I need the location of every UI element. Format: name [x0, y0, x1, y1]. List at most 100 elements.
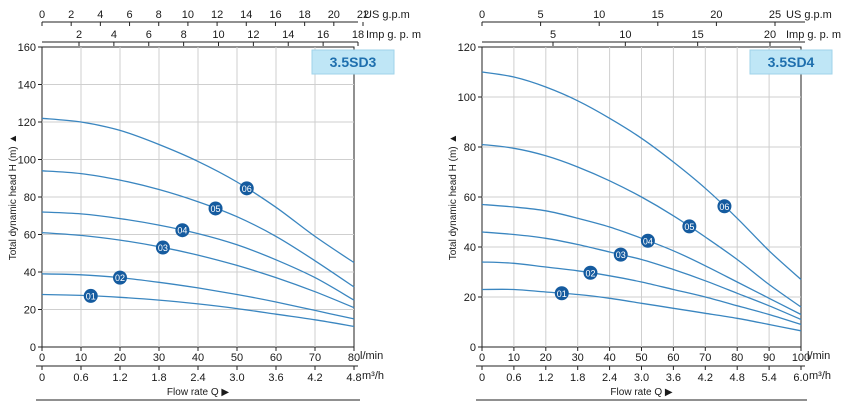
x-tick-label-m3h: 4.2 — [698, 372, 713, 384]
x-tick-label-m3h: 1.2 — [112, 372, 127, 384]
top-us-unit-label: US g.p.m — [786, 9, 832, 21]
series-line-04 — [41, 211, 355, 301]
series-label-03: 03 — [616, 250, 626, 260]
x-tick-label-lmin: 0 — [479, 352, 485, 364]
series-marker-02 — [113, 270, 127, 285]
top-imp-tick-label: 20 — [764, 29, 776, 41]
top-imp-tick-label: 16 — [317, 29, 329, 41]
series-marker-05 — [208, 201, 223, 216]
y-tick-label: 40 — [464, 242, 476, 254]
top-us-tick-label: 5 — [538, 9, 544, 21]
top-us-tick-label: 16 — [269, 9, 281, 21]
top-us-tick-label: 20 — [710, 9, 722, 21]
top-us-tick-label: 2 — [68, 9, 74, 21]
series-marker-04 — [640, 233, 655, 248]
x-axis-title: Flow rate Q ▶ — [610, 387, 672, 398]
series-label-06: 06 — [242, 184, 252, 194]
top-us-tick-label: 10 — [182, 9, 194, 21]
series-label-05: 05 — [684, 222, 694, 232]
series-line-06 — [41, 117, 355, 264]
top-us-tick-label: 12 — [211, 9, 223, 21]
model-label: 3.5SD3 — [330, 54, 377, 70]
series-marker-03 — [613, 247, 628, 262]
y-tick-label: 0 — [30, 342, 36, 354]
y-tick-label: 40 — [24, 267, 36, 279]
x-tick-label-m3h: 4.8 — [346, 372, 361, 384]
series-line-02 — [481, 261, 802, 326]
series-label-02: 02 — [115, 273, 125, 283]
x-tick-label-m3h: 6.0 — [793, 372, 808, 384]
series-label-05: 05 — [211, 204, 221, 214]
x-tick-label-lmin: 40 — [192, 352, 204, 364]
top-us-tick-label: 18 — [299, 9, 311, 21]
x-tick-label-m3h: 3.6 — [666, 372, 681, 384]
top-us-tick-label: 20 — [328, 9, 340, 21]
x-tick-label-lmin: 80 — [731, 352, 743, 364]
y-tick-label: 60 — [464, 192, 476, 204]
series-line-05 — [41, 170, 355, 288]
top-us-tick-label: 14 — [240, 9, 252, 21]
top-imp-tick-label: 8 — [181, 29, 187, 41]
x-tick-label-m3h: 0 — [39, 372, 45, 384]
x-tick-label-lmin: 60 — [667, 352, 679, 364]
series-marker-04 — [175, 223, 190, 238]
top-imp-unit-label: Imp g. p. m — [366, 29, 421, 41]
chart-1: 0 5 10 15 20 25 US g.p.m5 10 15 20 Imp g. p. m0204… — [448, 9, 841, 401]
series-marker-02 — [583, 265, 598, 280]
series-line-03 — [481, 231, 802, 321]
y-tick-label: 160 — [18, 42, 36, 54]
x-tick-label-m3h: 4.8 — [730, 372, 745, 384]
x-tick-label-m3h: 2.4 — [190, 372, 205, 384]
series-marker-01 — [554, 286, 569, 301]
top-imp-tick-label: 6 — [146, 29, 152, 41]
x-tick-label-lmin: 70 — [309, 352, 321, 364]
y-tick-label: 140 — [18, 80, 36, 92]
series-label-01: 01 — [86, 291, 96, 301]
top-us-tick-label: 15 — [652, 9, 664, 21]
x-unit-lmin: l/min — [807, 350, 830, 362]
x-axis-title: Flow rate Q ▶ — [167, 387, 229, 398]
series-line-03 — [41, 231, 355, 309]
x-tick-label-m3h: 3.0 — [634, 372, 649, 384]
x-tick-label-m3h: 0.6 — [506, 372, 521, 384]
y-tick-label: 60 — [24, 230, 36, 242]
x-tick-label-m3h: 0.6 — [73, 372, 88, 384]
x-tick-label-lmin: 20 — [540, 352, 552, 364]
top-imp-tick-label: 14 — [282, 29, 294, 41]
x-tick-label-lmin: 60 — [270, 352, 282, 364]
x-tick-label-lmin: 30 — [572, 352, 584, 364]
x-tick-label-lmin: 30 — [153, 352, 165, 364]
series-label-04: 04 — [643, 236, 653, 246]
model-label: 3.5SD4 — [768, 54, 815, 70]
series-label-02: 02 — [585, 268, 595, 278]
x-tick-label-m3h: 3.0 — [229, 372, 244, 384]
series-marker-05 — [682, 219, 697, 234]
x-tick-label-lmin: 80 — [348, 352, 360, 364]
x-tick-label-lmin: 50 — [635, 352, 647, 364]
x-tick-label-lmin: 90 — [763, 352, 775, 364]
top-us-tick-label: 8 — [156, 9, 162, 21]
series-label-04: 04 — [177, 226, 187, 236]
top-imp-tick-label: 10 — [212, 29, 224, 41]
series-marker-06 — [239, 181, 254, 196]
model-label-box — [749, 49, 833, 75]
top-us-tick-label: 10 — [593, 9, 605, 21]
x-tick-label-lmin: 10 — [75, 352, 87, 364]
y-tick-label: 100 — [458, 92, 476, 104]
top-imp-unit-label: Imp g. p. m — [786, 29, 841, 41]
x-tick-label-lmin: 10 — [508, 352, 520, 364]
y-axis-title: Total dynamic head H (m) ▲ — [448, 134, 459, 261]
top-us-tick-label: 25 — [769, 9, 781, 21]
top-imp-tick-label: 2 — [76, 29, 82, 41]
x-tick-label-m3h: 2.4 — [602, 372, 617, 384]
series-line-05 — [481, 143, 802, 308]
model-label-box — [311, 49, 395, 75]
x-tick-label-m3h: 1.8 — [570, 372, 585, 384]
top-imp-tick-label: 4 — [111, 29, 117, 41]
y-tick-label: 20 — [24, 305, 36, 317]
series-marker-03 — [155, 240, 170, 255]
x-tick-label-m3h: 3.6 — [268, 372, 283, 384]
series-line-06 — [481, 71, 802, 280]
top-us-tick-label: 0 — [39, 9, 45, 21]
